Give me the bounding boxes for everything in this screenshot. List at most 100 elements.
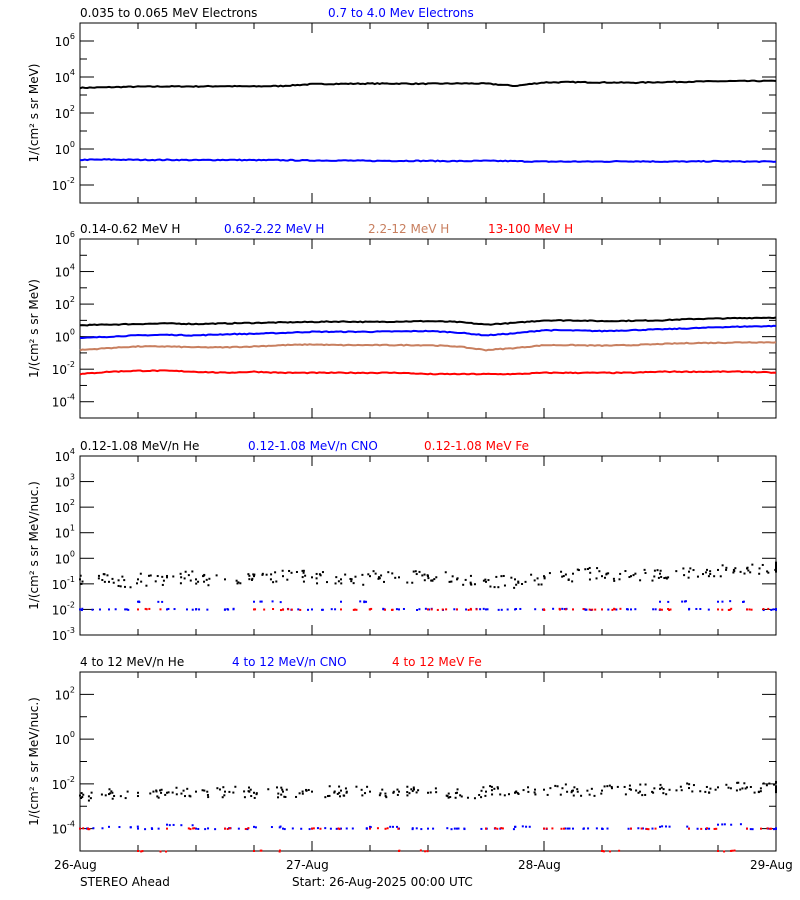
- data-point-fill: [352, 582, 355, 585]
- data-point-fill: [267, 788, 270, 791]
- data-point-fill: [660, 786, 663, 789]
- data-point-fill: [517, 792, 520, 795]
- data-point-fill: [767, 607, 770, 610]
- data-point-fill: [253, 796, 256, 799]
- panel-2: 10-4 10-2 100 102 104 106 1/(cm² s sr MeV) 0.14…: [27, 222, 777, 419]
- data-point-fill: [775, 562, 777, 565]
- data-point-fill: [379, 792, 382, 795]
- data-point-fill: [567, 578, 570, 581]
- data-point-fill: [723, 823, 726, 826]
- data-point-fill: [315, 577, 318, 580]
- data-point-fill: [345, 827, 348, 830]
- y-tick-label: 104: [55, 68, 75, 85]
- data-point-fill: [103, 573, 106, 576]
- data-point-fill: [736, 781, 739, 784]
- data-point-fill: [192, 827, 195, 830]
- series-0-12-1-08-mev-fe: [137, 607, 770, 612]
- data-point: [398, 608, 400, 611]
- data-point-fill: [179, 582, 182, 585]
- data-point: [659, 608, 661, 611]
- data-point: [137, 791, 139, 794]
- data-point-fill: [668, 788, 671, 791]
- data-point-fill: [334, 582, 337, 585]
- data-point-fill: [263, 608, 266, 611]
- data-point-fill: [653, 787, 656, 790]
- data-point: [137, 850, 139, 852]
- y-axis-label: 1/(cm² s sr MeV): [27, 279, 41, 378]
- data-point-fill: [772, 828, 775, 831]
- data-point: [717, 568, 719, 571]
- data-point: [659, 787, 661, 790]
- data-point-fill: [328, 785, 331, 788]
- data-point: [427, 575, 429, 578]
- data-point: [630, 608, 632, 611]
- data-point: [717, 850, 719, 852]
- series-line: [79, 316, 777, 327]
- data-point-fill: [424, 850, 427, 853]
- data-point-fill: [469, 581, 472, 584]
- data-point-fill: [464, 578, 467, 581]
- x-tick-label: 29-Aug: [750, 858, 793, 872]
- data-point-fill: [228, 790, 231, 793]
- data-point-fill: [435, 791, 438, 794]
- data-point-fill: [587, 827, 590, 830]
- data-point-fill: [484, 794, 487, 797]
- data-point: [630, 827, 632, 830]
- data-point-fill: [179, 572, 182, 575]
- data-point-fill: [501, 827, 504, 830]
- data-point: [746, 786, 748, 789]
- data-point-fill: [651, 827, 654, 830]
- data-point-fill: [667, 576, 670, 579]
- data-point: [572, 608, 574, 611]
- data-point-fill: [182, 789, 185, 792]
- data-point-fill: [473, 583, 476, 586]
- data-point-fill: [392, 791, 395, 794]
- data-point-fill: [180, 576, 183, 579]
- data-point-fill: [152, 790, 155, 793]
- data-point-fill: [123, 585, 126, 588]
- data-point: [79, 608, 81, 611]
- data-point-fill: [359, 600, 362, 603]
- data-point-fill: [137, 600, 140, 603]
- data-point-fill: [618, 849, 621, 852]
- series-line: [80, 324, 777, 339]
- legend-entry: 0.14-0.62 MeV H: [80, 222, 180, 236]
- data-point-fill: [91, 608, 94, 611]
- data-point-fill: [237, 581, 240, 584]
- data-point-fill: [515, 607, 518, 610]
- series-line: [79, 79, 777, 90]
- data-point-fill: [456, 788, 459, 791]
- data-point-fill: [572, 794, 575, 797]
- data-point-fill: [681, 600, 684, 603]
- data-point-fill: [766, 827, 769, 830]
- data-point-fill: [384, 827, 387, 830]
- data-point-fill: [378, 794, 381, 797]
- data-point: [630, 788, 632, 791]
- data-point-fill: [484, 578, 487, 581]
- data-point-fill: [175, 786, 178, 789]
- data-point-fill: [653, 569, 656, 572]
- data-point-fill: [644, 572, 647, 575]
- data-point-fill: [426, 850, 429, 853]
- data-point-fill: [188, 794, 191, 797]
- data-point-fill: [308, 828, 311, 831]
- legend-entry: 0.035 to 0.065 MeV Electrons: [80, 6, 257, 20]
- data-point-fill: [100, 793, 103, 796]
- data-point-fill: [418, 608, 421, 611]
- data-point-fill: [141, 850, 144, 853]
- y-axis-label: 1/(cm² s sr MeV): [27, 64, 41, 163]
- data-point-fill: [744, 787, 747, 790]
- data-point-fill: [279, 825, 282, 828]
- data-point-fill: [499, 793, 502, 796]
- data-point-fill: [145, 584, 148, 587]
- data-point-fill: [765, 784, 768, 787]
- y-tick-label: 10-2: [52, 600, 75, 617]
- data-point-fill: [743, 572, 746, 575]
- data-point-fill: [376, 827, 379, 830]
- data-point-fill: [607, 608, 610, 611]
- data-point-fill: [610, 785, 613, 788]
- data-point-fill: [229, 827, 232, 830]
- data-point-fill: [349, 577, 352, 580]
- data-point-fill: [272, 581, 275, 584]
- data-point: [659, 825, 661, 828]
